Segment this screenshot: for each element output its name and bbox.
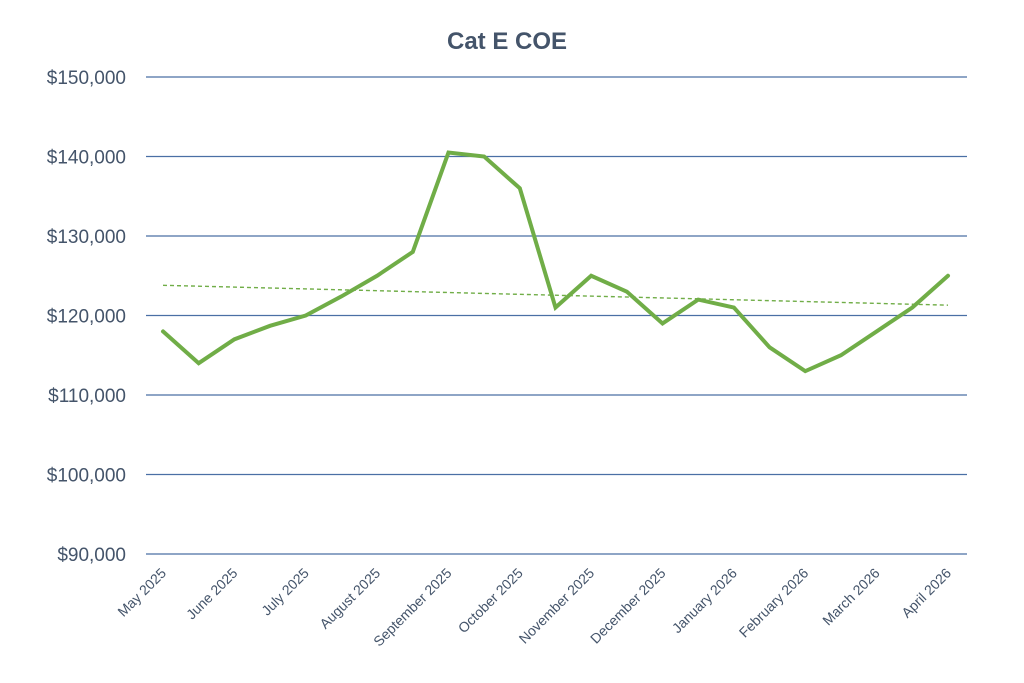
x-tick-label: May 2025 xyxy=(114,565,169,620)
trendline xyxy=(162,284,949,306)
series-line xyxy=(161,150,950,374)
x-tick-label: August 2025 xyxy=(316,565,383,632)
x-tick-label: November 2025 xyxy=(516,565,598,647)
gridlines xyxy=(146,76,967,555)
x-tick-label: July 2025 xyxy=(258,565,312,619)
plot-area xyxy=(161,150,950,374)
y-tick-label: $130,000 xyxy=(47,227,126,248)
y-tick-label: $140,000 xyxy=(47,148,126,169)
y-tick-label: $120,000 xyxy=(47,307,126,328)
y-tick-label: $110,000 xyxy=(48,386,126,407)
x-axis: May 2025 June 2025 July 2025 August 2025Sep… xyxy=(114,565,954,650)
chart-title: Cat E COE xyxy=(447,28,567,55)
x-tick-label: October 2025 xyxy=(455,565,526,636)
x-tick-label: April 2026 xyxy=(898,565,954,621)
x-tick-label: March 2026 xyxy=(819,565,883,629)
y-tick-label: $100,000 xyxy=(47,466,126,487)
y-tick-label: $90,000 xyxy=(57,545,126,566)
y-tick-label: $150,000 xyxy=(47,68,126,89)
x-tick-label: February 2026 xyxy=(736,565,812,641)
y-axis: $90,000 $100,000 $110,000 $120,000 $130,000 $… xyxy=(47,68,126,566)
x-tick-label: September 2025 xyxy=(370,565,455,650)
x-tick-label: December 2025 xyxy=(587,565,669,647)
x-tick-label: January 2026 xyxy=(669,565,740,636)
x-tick-label: June 2025 xyxy=(183,565,241,623)
